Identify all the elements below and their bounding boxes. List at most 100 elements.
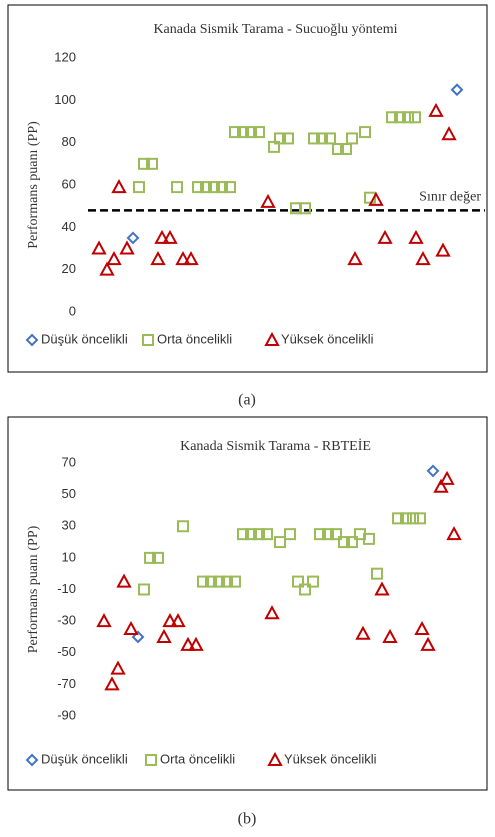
- data-point: [229, 575, 241, 588]
- legend-label: Orta öncelikli: [157, 331, 232, 346]
- y-tick-label: 40: [62, 219, 76, 234]
- data-point: [183, 250, 199, 266]
- data-point: [435, 242, 451, 257]
- data-point: [314, 528, 326, 541]
- data-point: [138, 583, 150, 596]
- data-point: [308, 132, 320, 145]
- data-point: [355, 625, 371, 640]
- data-point: [156, 628, 172, 643]
- legend-label: Yüksek öncelikli: [284, 751, 377, 766]
- data-point: [316, 132, 328, 145]
- data-point: [363, 532, 375, 545]
- data-point: [119, 240, 135, 255]
- legend-marker: [145, 754, 157, 766]
- data-point: [91, 240, 107, 255]
- data-point: [96, 613, 112, 628]
- data-point: [299, 583, 311, 596]
- data-point: [322, 528, 334, 541]
- legend-marker: [25, 333, 39, 347]
- data-point: [332, 143, 344, 156]
- data-point: [162, 613, 178, 628]
- y-tick-label: 100: [54, 92, 76, 107]
- y-tick-label: 20: [62, 261, 76, 276]
- data-point: [420, 636, 436, 651]
- y-tick-label: 120: [54, 49, 76, 64]
- series: [138, 512, 426, 596]
- legend-marker: [142, 334, 154, 346]
- data-point: [324, 132, 336, 145]
- series: [96, 470, 462, 691]
- data-point: [123, 620, 139, 636]
- data-point: [415, 250, 431, 266]
- data-point: [245, 528, 257, 541]
- data-point: [392, 512, 404, 525]
- data-point: [144, 551, 156, 564]
- data-point: [338, 536, 350, 549]
- data-point: [299, 202, 311, 215]
- data-point: [439, 470, 455, 485]
- data-point: [221, 575, 233, 588]
- data-point: [146, 157, 158, 170]
- y-tick-label: -50: [57, 644, 76, 659]
- data-point: [245, 126, 257, 139]
- caption: (b): [238, 811, 257, 828]
- caption: (a): [238, 392, 256, 409]
- y-tick-label: 10: [62, 549, 76, 564]
- data-point: [99, 261, 115, 276]
- y-tick-label: 0: [69, 303, 76, 318]
- data-point: [414, 512, 426, 525]
- data-point: [284, 528, 296, 541]
- legend-label: Orta öncelikli: [160, 751, 235, 766]
- data-point: [171, 181, 183, 194]
- y-tick-label: 30: [62, 518, 76, 533]
- data-point: [446, 526, 462, 541]
- data-point: [394, 111, 406, 124]
- data-point: [188, 636, 204, 651]
- data-point: [116, 573, 132, 588]
- chart-frame: [7, 4, 488, 373]
- data-point: [180, 636, 196, 651]
- data-point: [126, 231, 140, 245]
- data-point: [368, 191, 384, 206]
- data-point: [359, 126, 371, 139]
- y-axis-title: Performans puanı (PP): [26, 525, 41, 653]
- data-point: [261, 528, 273, 541]
- data-point: [133, 181, 145, 194]
- series: [131, 464, 440, 644]
- data-point: [282, 132, 294, 145]
- data-point: [224, 181, 236, 194]
- data-point: [428, 102, 444, 117]
- chart-title: Kanada Sismik Tarama - Sucuoğlu yöntemi: [153, 22, 397, 37]
- chart-frame: [7, 416, 488, 791]
- data-point: [426, 464, 440, 478]
- data-point: [205, 575, 217, 588]
- data-point: [414, 620, 430, 636]
- threshold-label: Sınır değer: [419, 190, 481, 205]
- legend-label: Düşük öncelikli: [41, 331, 128, 346]
- y-tick-label: 80: [62, 134, 76, 149]
- data-point: [409, 111, 421, 124]
- y-tick-label: -90: [57, 707, 76, 722]
- data-point: [377, 229, 393, 244]
- y-tick-label: -70: [57, 676, 76, 691]
- data-point: [274, 132, 286, 145]
- legend-marker: [264, 331, 280, 346]
- y-tick-label: 60: [62, 176, 76, 191]
- data-point: [192, 181, 204, 194]
- data-point: [175, 250, 191, 266]
- data-point: [106, 250, 122, 266]
- series: [126, 83, 464, 245]
- data-point: [253, 528, 265, 541]
- data-point: [346, 536, 358, 549]
- legend-marker: [267, 751, 283, 766]
- legend-label: Yüksek öncelikli: [281, 331, 374, 346]
- data-point: [208, 181, 220, 194]
- data-point: [402, 111, 414, 124]
- data-point: [110, 660, 126, 675]
- data-point: [216, 181, 228, 194]
- data-point: [170, 613, 186, 628]
- data-point: [450, 83, 464, 97]
- data-point: [177, 520, 189, 533]
- data-point: [400, 512, 412, 525]
